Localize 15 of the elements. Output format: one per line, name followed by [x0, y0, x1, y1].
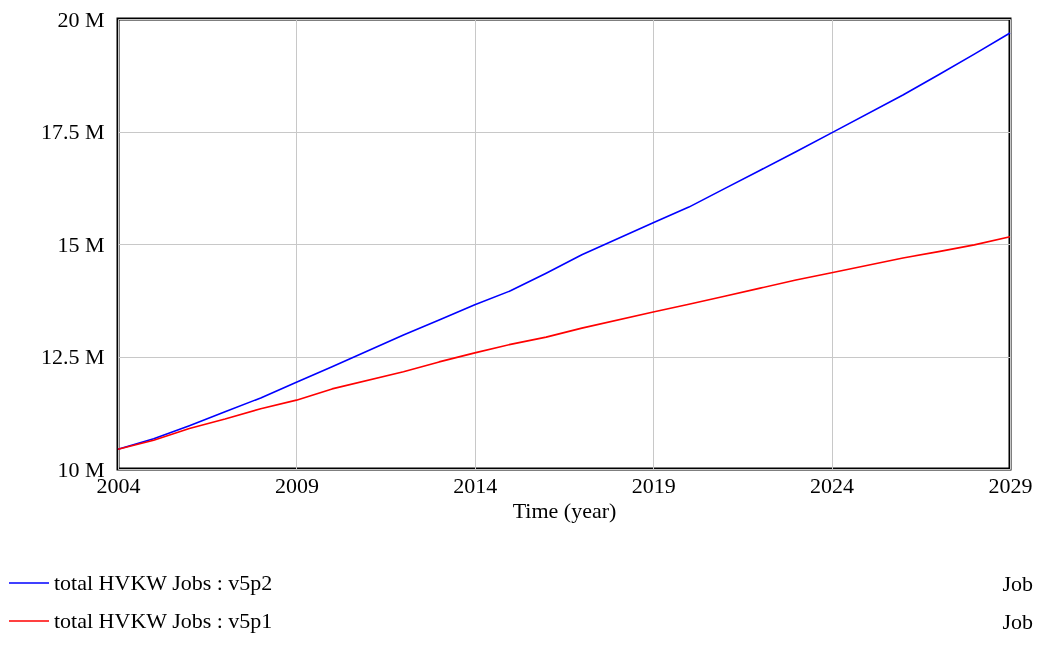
x-tick-label: 2029 [988, 472, 1033, 498]
x-tick-label: 2019 [631, 472, 676, 498]
x-tick-label: 2009 [274, 472, 319, 498]
line-series [117, 236, 1011, 450]
y-tick-label: 12.5 M [40, 344, 105, 369]
y-tick-label: 15 M [57, 231, 105, 257]
legend-label: total HVKW Jobs : v5p2 [54, 570, 273, 595]
text: Job [1002, 609, 1033, 634]
x-tick-label: 2024 [810, 472, 855, 498]
legend-label: total HVKW Jobs : v5p1 [54, 608, 273, 633]
text: Job [1002, 571, 1033, 596]
x-axis-title: Time (year) [512, 497, 617, 523]
y-tick-label: 17.5 M [40, 119, 105, 144]
x-tick-label: 2014 [453, 472, 498, 498]
y-tick-label: 20 M [57, 6, 105, 32]
